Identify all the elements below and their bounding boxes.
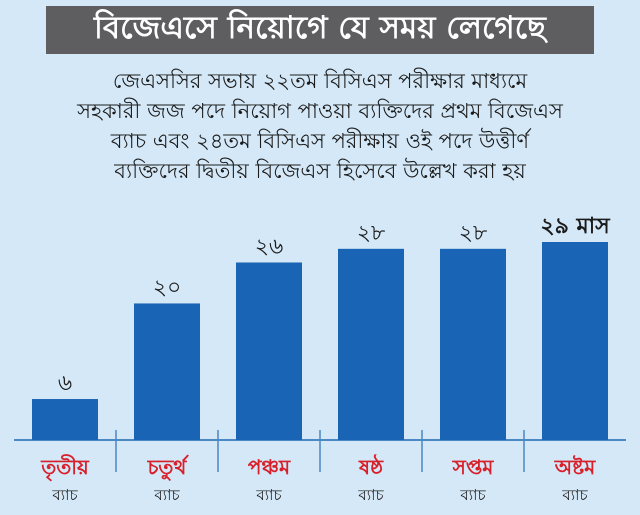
- bar-5: [440, 248, 506, 440]
- category-sublabel-2: ব্যাচ: [153, 486, 180, 504]
- subtitle-line-4: ব্যক্তিদের দ্বিতীয় বিজেএস হিসেবে উল্লেখ…: [114, 159, 526, 183]
- subtitle-line-1: জেএসসির সভায় ২২তম বিসিএস পরীক্ষার মাধ্য…: [112, 69, 528, 93]
- subtitle-line-2: সহকারী জজ পদে নিয়োগ পাওয়া ব্যক্তিদের প…: [77, 99, 563, 123]
- category-sublabel-1: ব্যাচ: [51, 486, 78, 504]
- category-sublabel-6: ব্যাচ: [561, 486, 588, 504]
- category-sublabel-3: ব্যাচ: [255, 486, 282, 504]
- bar-6: [542, 242, 608, 440]
- chart-subtitle: জেএসসির সভায় ২২তম বিসিএস পরীক্ষার মাধ্য…: [10, 66, 630, 186]
- bar-4: [338, 248, 404, 440]
- category-label-2: চতুর্থ: [147, 454, 190, 481]
- subtitle-line-3: ব্যাচ এবং ২৪তম বিসিএস পরীক্ষায় ওই পদে উ…: [110, 129, 530, 153]
- bar-2: [134, 303, 200, 440]
- category-label-1: তৃতীয়: [40, 454, 90, 481]
- category-label-4: ষষ্ঠ: [358, 454, 384, 479]
- category-label-3: পঞ্চম: [248, 455, 291, 479]
- bar-3: [236, 262, 302, 440]
- category-label-6: অষ্টম: [554, 455, 596, 479]
- data-label-5: ২৮: [459, 221, 488, 246]
- data-label-3: ২৬: [255, 234, 284, 259]
- data-label-6: ২৯ মাস: [540, 214, 611, 239]
- data-label-1: ৬: [58, 371, 72, 396]
- category-sublabel-5: ব্যাচ: [459, 486, 486, 504]
- data-label-2: ২০: [153, 275, 182, 300]
- bar-1: [32, 399, 98, 440]
- data-label-4: ২৮: [357, 221, 386, 246]
- chart-title: বিজেএসে নিয়োগে যে সময় লেগেছে: [46, 6, 594, 54]
- category-sublabel-4: ব্যাচ: [357, 486, 384, 504]
- category-label-5: সপ্তম: [452, 455, 495, 479]
